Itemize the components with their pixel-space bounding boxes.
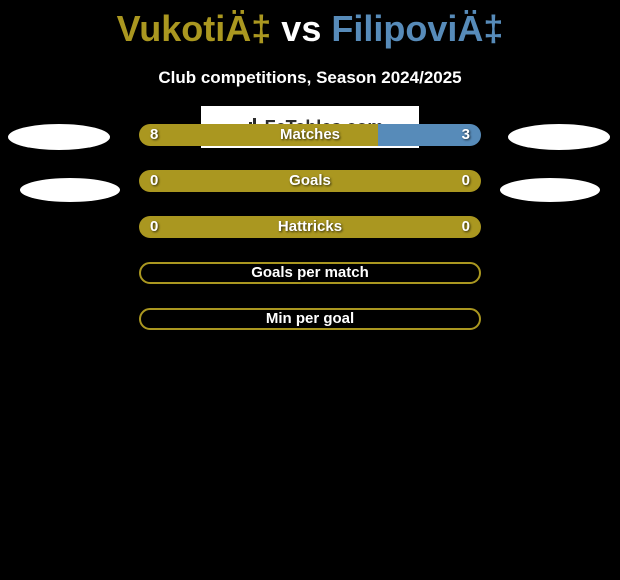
oval-right2	[500, 178, 600, 202]
stat-row: Min per goal	[0, 296, 620, 342]
oval-left1	[8, 124, 110, 150]
stat-label: Min per goal	[139, 308, 481, 330]
player1-name: VukotiÄ‡	[117, 8, 272, 49]
stat-row: Goals per match	[0, 250, 620, 296]
oval-right1	[508, 124, 610, 150]
stat-label: Matches	[139, 124, 481, 146]
stat-row: 00Hattricks	[0, 204, 620, 250]
oval-left2	[20, 178, 120, 202]
stat-label: Hattricks	[139, 216, 481, 238]
stat-label: Goals	[139, 170, 481, 192]
stat-label: Goals per match	[139, 262, 481, 284]
subtitle: Club competitions, Season 2024/2025	[0, 68, 620, 88]
player2-name: FilipoviÄ‡	[331, 8, 503, 49]
vs-text: vs	[271, 8, 331, 49]
comparison-title: VukotiÄ‡ vs FilipoviÄ‡	[0, 0, 620, 50]
